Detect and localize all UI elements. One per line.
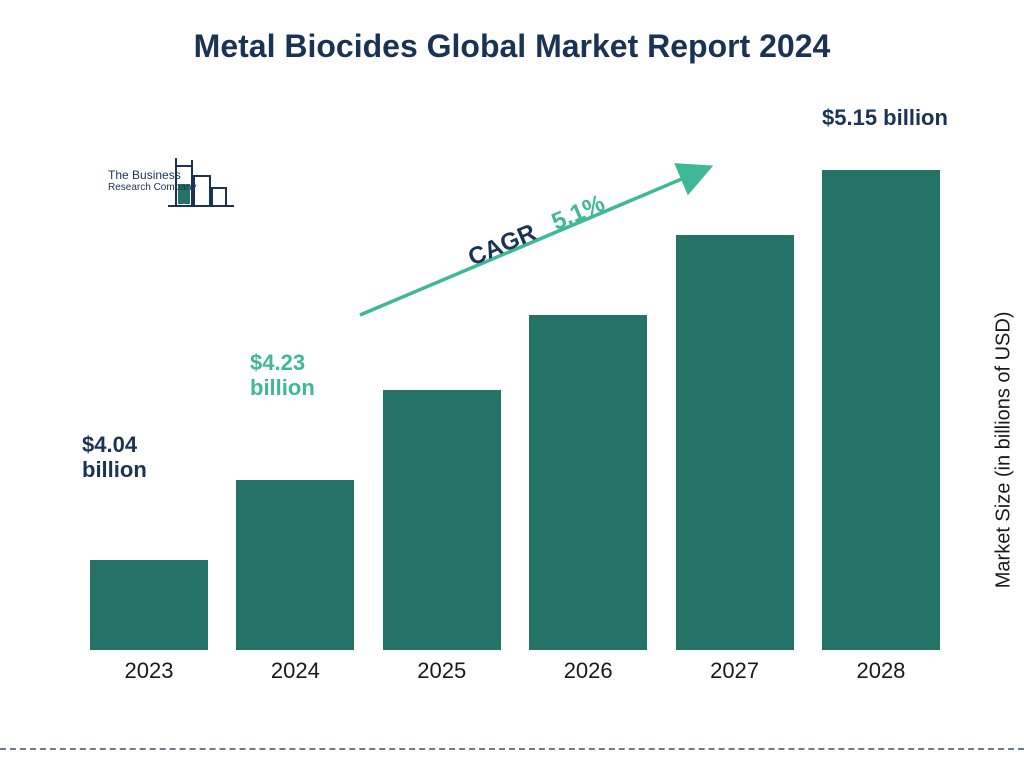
bar-slot-2026: 2026 (529, 315, 647, 650)
xlabel-2026: 2026 (518, 658, 658, 684)
bar-slot-2025: 2025 (383, 390, 501, 650)
bar-2025 (383, 390, 501, 650)
bar-slot-2024: 2024 (236, 480, 354, 650)
bar-2028 (822, 170, 940, 650)
bar-slot-2023: 2023 (90, 560, 208, 650)
value-label-2028: $5.15 billion (822, 105, 982, 130)
xlabel-2028: 2028 (811, 658, 951, 684)
bar-2026 (529, 315, 647, 650)
xlabel-2024: 2024 (225, 658, 365, 684)
xlabel-2023: 2023 (79, 658, 219, 684)
cagr-arrow-group: CAGR 5.1% (340, 155, 740, 335)
bar-2024 (236, 480, 354, 650)
xlabel-2027: 2027 (665, 658, 805, 684)
value-label-2023: $4.04 billion (82, 432, 202, 483)
bar-2023 (90, 560, 208, 650)
y-axis-label: Market Size (in billions of USD) (993, 312, 1016, 589)
xlabel-2025: 2025 (372, 658, 512, 684)
bar-slot-2028: 2028 (822, 170, 940, 650)
value-label-2024: $4.23 billion (250, 350, 370, 401)
growth-arrow-icon (340, 155, 740, 335)
bottom-divider (0, 748, 1024, 750)
chart-title: Metal Biocides Global Market Report 2024 (0, 28, 1024, 65)
